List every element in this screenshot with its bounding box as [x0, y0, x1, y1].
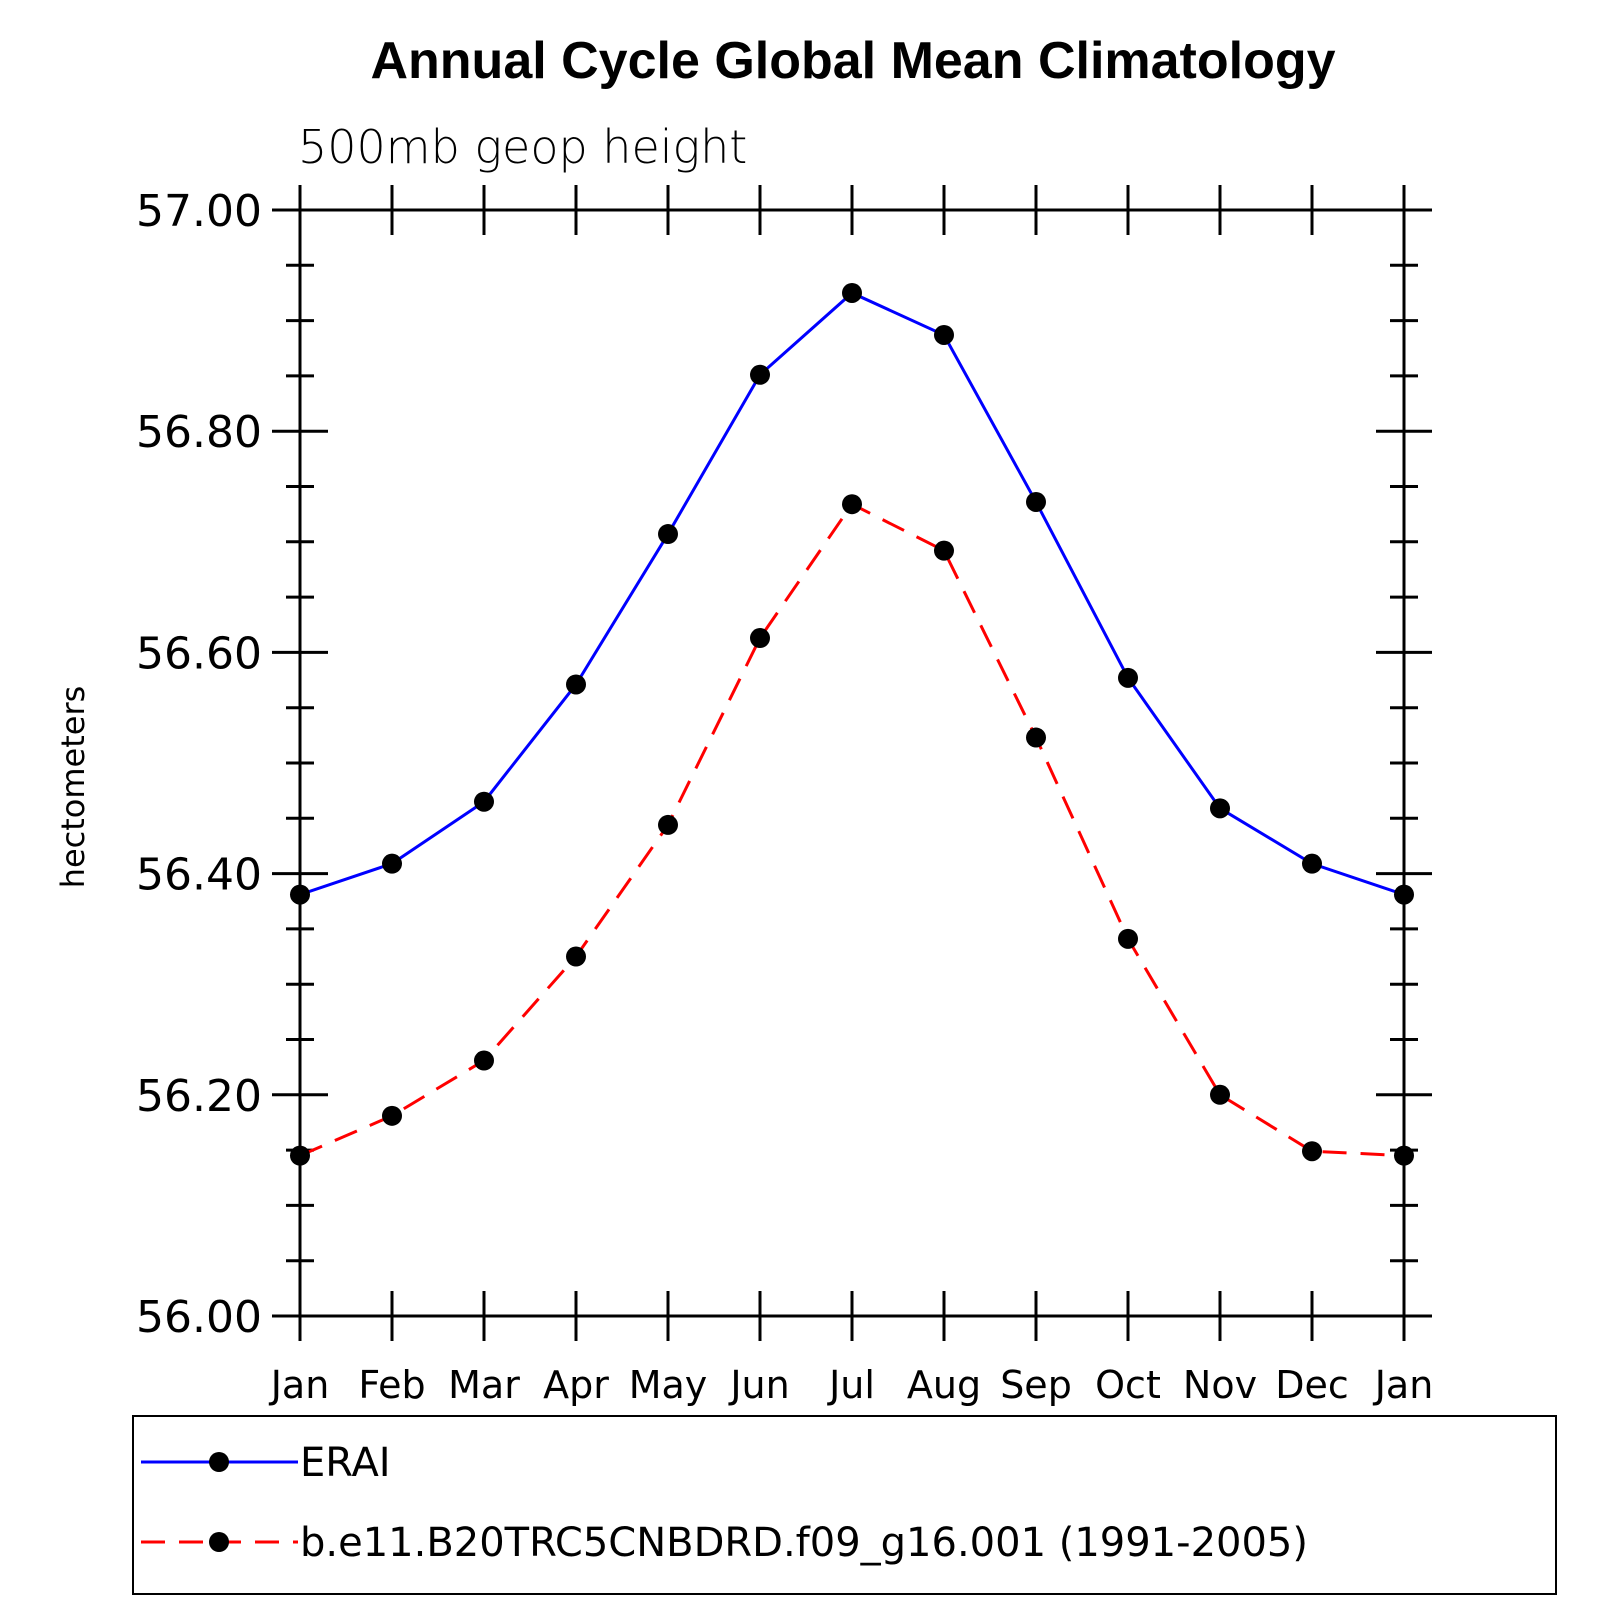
- series-1-point: [750, 364, 770, 385]
- y-axis-label: hectometers: [54, 686, 92, 889]
- series-2-point: [750, 628, 770, 649]
- series-2-point: [934, 540, 954, 561]
- series-2-point: [1118, 928, 1138, 949]
- y-tick-label: 56.00: [136, 1292, 262, 1343]
- x-tick-label: Aug: [907, 1363, 981, 1407]
- x-tick-label: May: [629, 1363, 708, 1407]
- series-2-point: [842, 494, 862, 515]
- series-1-point: [1210, 798, 1230, 819]
- x-tick-label: Jun: [728, 1363, 789, 1407]
- series-2-point: [290, 1145, 310, 1166]
- series-1-point: [290, 884, 310, 905]
- series-1-point: [934, 324, 954, 345]
- legend-marker-1: [209, 1452, 229, 1472]
- x-tick-label: Oct: [1095, 1363, 1161, 1407]
- plot-area: Jan Feb Mar Apr May Jun Jul Aug Sep Oct Nov Dec Jan5…: [136, 185, 1433, 1407]
- series-2-point: [566, 946, 586, 967]
- y-tick-label: 56.20: [136, 1071, 262, 1122]
- series-1-point: [474, 791, 494, 812]
- legend-marker-2: [209, 1532, 229, 1552]
- x-tick-label: Sep: [1000, 1363, 1072, 1407]
- series-1-point: [658, 524, 678, 545]
- series-2-point: [1394, 1145, 1414, 1166]
- series-line-1: [299, 291, 1405, 897]
- legend-label-1: ERAI: [300, 1440, 391, 1486]
- x-tick-label: Nov: [1183, 1363, 1257, 1407]
- legend: ERAI b.e11.B20TRC5CNBDRD.f09_g16.001 (199…: [132, 1415, 1557, 1595]
- series-2-point: [382, 1105, 402, 1126]
- chart-subtitle: 500mb geop height: [298, 120, 747, 174]
- y-tick-label: 57.00: [136, 186, 262, 237]
- x-tick-label: Jan: [269, 1363, 330, 1407]
- plot-frame: [298, 208, 1406, 1318]
- x-tick-label: Dec: [1275, 1363, 1349, 1407]
- y-tick-label: 56.60: [136, 628, 262, 679]
- series-line-2: [299, 502, 1405, 1158]
- series-2-point: [1302, 1141, 1322, 1162]
- chart-title: Annual Cycle Global Mean Climatology: [370, 32, 1335, 90]
- series-1-point: [1394, 884, 1414, 905]
- series-1-point: [842, 282, 862, 303]
- x-tick-label: Jul: [827, 1363, 875, 1407]
- x-tick-label: Apr: [543, 1363, 609, 1407]
- x-tick-label: Jan: [1373, 1363, 1434, 1407]
- series-2-point: [658, 814, 678, 835]
- series-1-point: [1118, 667, 1138, 688]
- x-tick-label: Mar: [448, 1363, 520, 1407]
- series-1-point: [1026, 491, 1046, 512]
- series-1-point: [382, 853, 402, 874]
- legend-label-2: b.e11.B20TRC5CNBDRD.f09_g16.001 (1991-20…: [300, 1520, 1308, 1566]
- y-tick-label: 56.40: [136, 850, 262, 901]
- series-2-point: [474, 1050, 494, 1071]
- series-2-point: [1210, 1084, 1230, 1105]
- x-tick-label: Feb: [358, 1363, 425, 1407]
- series-1-point: [566, 674, 586, 695]
- y-tick-label: 56.80: [136, 407, 262, 458]
- series-1-point: [1302, 853, 1322, 874]
- series-2-point: [1026, 727, 1046, 748]
- legend-box: [132, 1415, 1557, 1595]
